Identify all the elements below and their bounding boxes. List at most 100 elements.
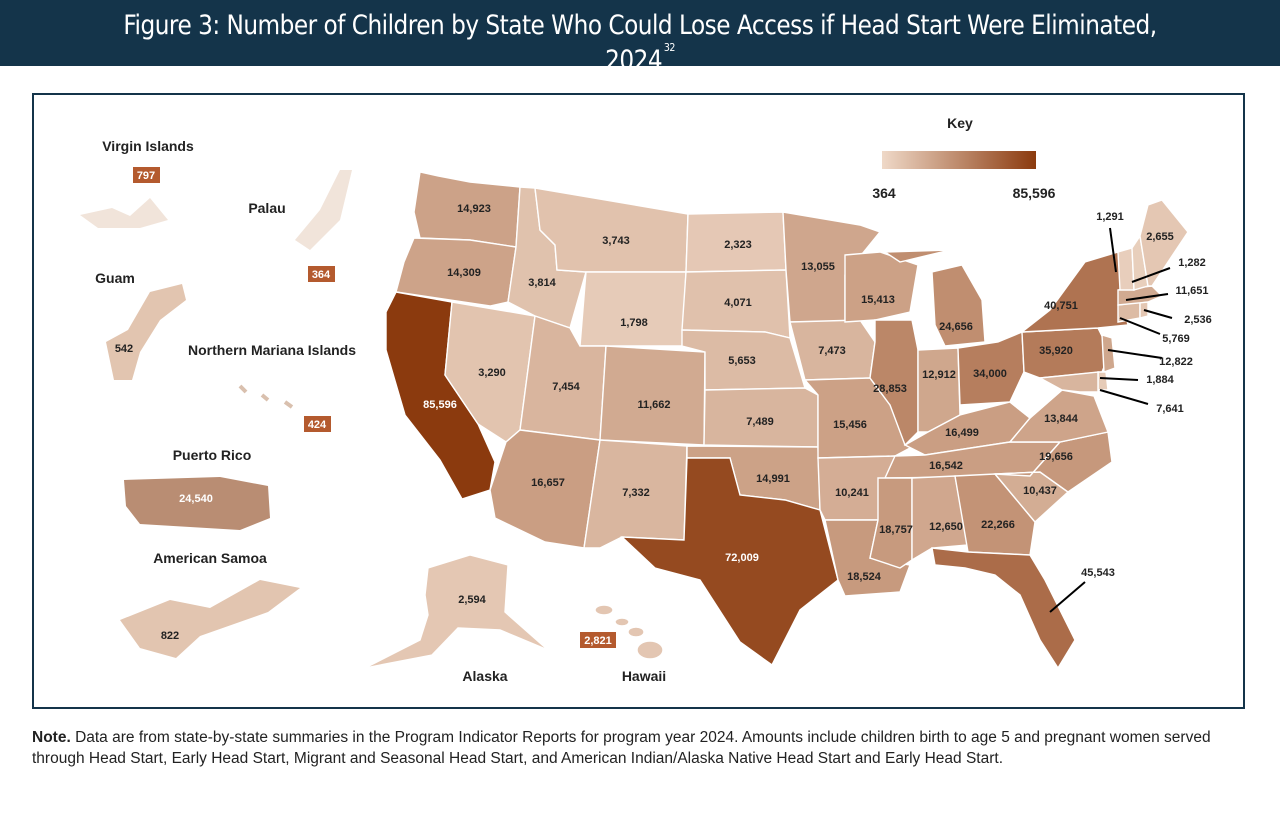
virgin-islands-shape <box>80 198 168 228</box>
label-WI: 15,413 <box>861 294 895 306</box>
state-OR <box>395 237 517 307</box>
palau-value: 364 <box>312 269 331 281</box>
label-MN: 13,055 <box>801 261 835 273</box>
label-NE: 5,653 <box>728 355 756 367</box>
state-MT <box>534 187 689 273</box>
label-AR: 10,241 <box>835 487 869 499</box>
label-ME: 2,655 <box>1146 231 1174 243</box>
hawaii-value: 2,821 <box>584 635 612 647</box>
label-FL: 45,543 <box>1081 567 1115 579</box>
state-HI <box>594 604 664 660</box>
guam-value: 542 <box>115 343 133 355</box>
label-NH: 1,282 <box>1178 257 1206 269</box>
label-NY: 40,751 <box>1044 300 1078 312</box>
guam-label: Guam <box>95 270 135 286</box>
label-SD: 4,071 <box>724 297 752 309</box>
puerto-rico-label: Puerto Rico <box>173 447 252 463</box>
label-CO: 11,662 <box>637 399 670 411</box>
label-OH: 34,000 <box>973 368 1007 380</box>
guam-shape <box>106 284 186 380</box>
virgin-islands-value-box <box>133 167 160 183</box>
puerto-rico-value: 24,540 <box>179 493 213 505</box>
label-MS: 18,757 <box>879 524 913 536</box>
alaska-label: Alaska <box>462 668 507 684</box>
hawaii-value-box <box>580 632 616 648</box>
label-MD: 7,641 <box>1156 403 1184 415</box>
state-WI <box>844 251 919 323</box>
label-NV: 3,290 <box>478 367 506 379</box>
state-WY <box>579 271 687 347</box>
label-ND: 2,323 <box>724 239 752 251</box>
label-PA: 35,920 <box>1039 345 1073 357</box>
key-gradient-bar <box>882 151 1036 169</box>
leader-lines <box>1049 227 1173 613</box>
label-SC: 10,437 <box>1023 485 1057 497</box>
label-RI: 2,536 <box>1184 314 1212 326</box>
title-bar: Figure 3: Number of Children by State Wh… <box>0 0 1280 76</box>
key-title: Key <box>947 115 973 131</box>
label-KS: 7,489 <box>746 416 774 428</box>
palau-label: Palau <box>248 200 285 216</box>
puerto-rico-shape <box>124 477 270 530</box>
northern-mariana-value-box <box>304 416 331 432</box>
label-OK: 14,991 <box>756 473 790 485</box>
label-MA: 11,651 <box>1175 285 1208 297</box>
state-MD <box>1037 371 1099 393</box>
key-min-label: 364 <box>872 185 896 201</box>
figure-title: Figure 3: Number of Children by State Wh… <box>123 10 1157 76</box>
label-ID: 3,814 <box>528 277 556 289</box>
state-shapes <box>385 171 1189 670</box>
label-VA: 13,844 <box>1044 413 1079 425</box>
territory-labels: Virgin Islands 797 Palau 364 Guam 542 No… <box>95 138 666 684</box>
northern-mariana-label: Northern Mariana Islands <box>188 342 356 358</box>
state-AK <box>364 554 549 669</box>
hawaii-label: Hawaii <box>622 668 666 684</box>
state-TX <box>620 457 839 667</box>
label-NC: 19,656 <box>1039 451 1073 463</box>
label-AL: 12,650 <box>929 521 963 533</box>
label-VT: 1,291 <box>1096 211 1124 223</box>
label-WA: 14,923 <box>457 203 491 215</box>
label-MI: 24,656 <box>939 321 973 333</box>
label-MT: 3,743 <box>602 235 630 247</box>
label-NJ: 12,822 <box>1159 356 1193 368</box>
choropleth-map: Key 364 85,596 <box>80 115 1212 684</box>
state-AL <box>911 475 969 562</box>
state-FL <box>931 547 1076 670</box>
state-CO <box>599 345 706 446</box>
label-OR: 14,309 <box>447 267 481 279</box>
key-max-label: 85,596 <box>1013 185 1056 201</box>
palau-value-box <box>308 266 335 282</box>
state-MI <box>882 249 986 347</box>
state-GA <box>954 473 1036 556</box>
state-ME <box>1139 199 1189 287</box>
label-CA: 85,596 <box>423 399 457 411</box>
label-KY: 16,499 <box>945 427 979 439</box>
american-samoa-shape <box>120 580 300 658</box>
label-IN: 12,912 <box>922 369 956 381</box>
label-TN: 16,542 <box>929 460 963 472</box>
state-NY <box>1019 251 1129 333</box>
american-samoa-value: 822 <box>161 630 179 642</box>
label-IL: 28,853 <box>873 383 907 395</box>
label-AK: 2,594 <box>458 594 486 606</box>
northern-mariana-shape <box>238 384 294 409</box>
label-DE: 1,884 <box>1146 374 1174 386</box>
label-TX: 72,009 <box>725 552 759 564</box>
state-DE <box>1097 371 1109 391</box>
state-NJ <box>1101 334 1116 373</box>
state-AZ <box>489 429 601 549</box>
label-LA: 18,524 <box>847 571 882 583</box>
label-CT: 5,769 <box>1162 333 1190 345</box>
label-UT: 7,454 <box>552 381 580 393</box>
northern-mariana-value: 424 <box>308 419 327 431</box>
label-GA: 22,266 <box>981 519 1015 531</box>
label-AZ: 16,657 <box>531 477 565 489</box>
label-WY: 1,798 <box>620 317 648 329</box>
label-IA: 7,473 <box>818 345 846 357</box>
virgin-islands-value: 797 <box>137 170 155 182</box>
state-labels: 14,923 14,309 85,596 3,290 3,814 3,743 1… <box>423 203 1212 606</box>
note: Note. Data are from state-by-state summa… <box>32 729 1211 767</box>
label-NM: 7,332 <box>622 487 650 499</box>
label-MO: 15,456 <box>833 419 867 431</box>
